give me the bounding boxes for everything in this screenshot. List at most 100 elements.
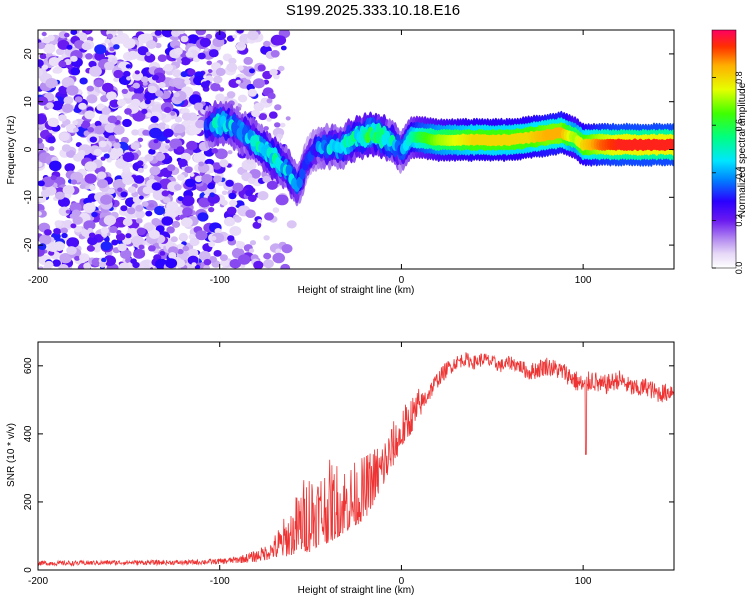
heatmap-noise-cell xyxy=(47,242,60,252)
heatmap-noise-cell xyxy=(108,135,116,142)
heatmap-noise-cell xyxy=(197,212,209,222)
heatmap-noise-cell xyxy=(81,42,92,51)
heatmap-noise-cell xyxy=(272,207,280,213)
heatmap-noise-cell xyxy=(69,202,82,213)
heatmap-noise-cell xyxy=(226,91,236,99)
heatmap-noise-cell xyxy=(61,103,74,114)
heatmap-noise-cell xyxy=(97,171,107,180)
heatmap-noise-cell xyxy=(113,125,125,135)
heatmap-noise-cell xyxy=(41,176,55,188)
heatmap-noise-cell xyxy=(184,79,191,85)
heatmap-noise-cell xyxy=(100,156,106,161)
heatmap-noise-cell xyxy=(177,59,182,64)
heatmap-noise-cell xyxy=(144,154,154,162)
heatmap-noise-cell xyxy=(55,191,65,200)
heatmap-noise-cell xyxy=(86,85,95,92)
heatmap-noise-cell xyxy=(147,85,157,94)
snr-x-axis-label: Height of straight line (km) xyxy=(298,585,415,596)
heatmap-noise-cell xyxy=(66,246,77,255)
heatmap-noise-cell xyxy=(100,227,110,234)
heatmap-noise-cell xyxy=(117,187,123,193)
heatmap-noise-cell xyxy=(165,258,178,269)
heatmap-noise-cell xyxy=(145,51,151,57)
heatmap-noise-cell xyxy=(88,232,96,238)
heatmap-noise-cell xyxy=(247,177,256,184)
heatmap-noise-cell xyxy=(83,262,91,269)
heatmap-noise-cell xyxy=(73,127,79,133)
y-tick-label: 600 xyxy=(23,357,34,374)
heatmap-noise-cell xyxy=(107,115,118,124)
heatmap-noise-cell xyxy=(181,112,192,121)
heatmap-noise-cell xyxy=(72,120,79,125)
heatmap-noise-cell xyxy=(70,179,78,185)
heatmap-noise-cell xyxy=(122,175,134,185)
heatmap-noise-cell xyxy=(140,76,149,83)
heatmap-noise-cell xyxy=(38,161,43,167)
heatmap-noise-cell xyxy=(269,68,278,76)
heatmap-noise-cell xyxy=(107,57,113,63)
heatmap-noise-cell xyxy=(211,148,219,154)
heatmap-noise-cell xyxy=(109,46,115,52)
colorbar-tick-label: 0.0 xyxy=(734,262,744,275)
heatmap-noise-cell xyxy=(253,260,264,269)
heatmap-noise-cell xyxy=(106,33,113,39)
heatmap-noise-cell xyxy=(66,149,76,158)
heatmap-noise-cell xyxy=(141,108,148,114)
heatmap-noise-cell xyxy=(38,96,48,106)
heatmap-noise-cell xyxy=(249,248,255,253)
heatmap-noise-cell xyxy=(261,97,268,104)
heatmap-noise-cell xyxy=(232,182,244,192)
heatmap-noise-cell xyxy=(61,232,68,239)
heatmap-noise-cell xyxy=(94,44,107,55)
heatmap-noise-cell xyxy=(66,44,73,50)
heatmap-noise-cell xyxy=(113,69,124,79)
heatmap-noise-cell xyxy=(137,137,144,142)
heatmap-noise-cell xyxy=(206,60,212,66)
heatmap-noise-cell xyxy=(58,85,69,95)
heatmap-noise-cell xyxy=(78,102,87,110)
heatmap-noise-cell xyxy=(153,139,159,144)
heatmap-noise-cell xyxy=(158,82,166,89)
heatmap-noise-cell xyxy=(161,216,174,226)
heatmap-noise-cell xyxy=(101,107,111,115)
heatmap-noise-cell xyxy=(159,251,166,256)
heatmap-noise-cell xyxy=(272,252,286,264)
heatmap-noise-cell xyxy=(103,215,117,226)
heatmap-noise-cell xyxy=(43,264,52,269)
heatmap-noise-cell xyxy=(78,149,86,156)
heatmap-noise-cell xyxy=(188,94,202,105)
heatmap-noise-cell xyxy=(223,216,236,227)
heatmap-noise-cell xyxy=(131,129,140,136)
heatmap-noise-cell xyxy=(79,77,88,85)
y-tick-label: 200 xyxy=(23,493,34,510)
heatmap-noise-cell xyxy=(263,252,272,260)
snr-series-line xyxy=(38,352,674,567)
y-tick-label: 10 xyxy=(23,96,34,108)
heatmap-noise-cell xyxy=(263,40,271,48)
heatmap-noise-cell xyxy=(184,178,196,188)
heatmap-noise-cell xyxy=(142,81,148,86)
heatmap-noise-cell xyxy=(232,34,238,39)
heatmap-noise-cell xyxy=(163,106,172,113)
heatmap-noise-cell xyxy=(84,110,95,120)
heatmap-noise-cell xyxy=(174,124,186,134)
heatmap-noise-cell xyxy=(275,194,289,206)
heatmap-noise-cell xyxy=(178,232,188,241)
heatmap-noise-cell xyxy=(263,259,274,269)
heatmap-noise-cell xyxy=(203,258,212,266)
heatmap-noise-cell xyxy=(38,42,46,50)
heatmap-noise-cell xyxy=(229,258,241,269)
heatmap-noise-cell xyxy=(171,220,181,228)
heatmap-noise-cell xyxy=(41,64,49,70)
heatmap-noise-cell xyxy=(226,62,238,73)
heatmap-noise-cell xyxy=(166,201,179,212)
heatmap-x-axis: -200 -100 0 100 xyxy=(28,30,592,286)
heatmap-noise-cell xyxy=(41,31,47,37)
x-tick-label: 0 xyxy=(399,576,405,587)
heatmap-noise-cell xyxy=(280,263,291,269)
heatmap-noise-cell xyxy=(155,90,164,97)
heatmap-noise-cell xyxy=(148,245,156,252)
snr-x-axis: -200 -100 0 100 xyxy=(28,342,592,587)
colorbar-tick-label: 0.2 xyxy=(734,214,744,227)
heatmap-noise-cell xyxy=(146,40,157,49)
